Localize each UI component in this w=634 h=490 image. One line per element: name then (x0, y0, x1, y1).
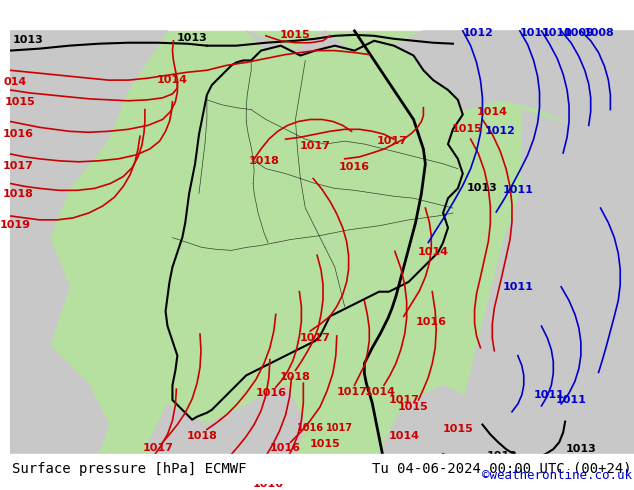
Text: 1017: 1017 (3, 161, 34, 171)
Text: 1009: 1009 (564, 28, 594, 38)
Text: 1016: 1016 (3, 129, 34, 139)
Text: 1017: 1017 (377, 136, 407, 146)
Text: 1013: 1013 (177, 33, 207, 43)
Polygon shape (10, 31, 167, 287)
Text: 1013: 1013 (487, 451, 517, 461)
Text: 1017: 1017 (327, 422, 353, 433)
Text: Surface pressure [hPa] ECMWF: Surface pressure [hPa] ECMWF (12, 462, 247, 476)
Polygon shape (148, 385, 306, 484)
Text: 1018: 1018 (249, 156, 280, 166)
Text: 1017: 1017 (300, 333, 330, 343)
Text: 1018: 1018 (186, 431, 217, 441)
Polygon shape (165, 41, 463, 419)
Text: 1016: 1016 (339, 162, 370, 172)
Text: 1015: 1015 (280, 30, 311, 40)
Text: 1013: 1013 (566, 444, 596, 454)
Text: 1015: 1015 (4, 97, 36, 107)
Text: 1015: 1015 (309, 439, 340, 449)
Text: 1011: 1011 (502, 282, 533, 292)
Polygon shape (463, 110, 634, 484)
Bar (10, 454, 634, 484)
Text: 1017: 1017 (300, 141, 330, 151)
Text: 1014: 1014 (477, 107, 508, 117)
Text: 1015: 1015 (233, 475, 264, 485)
Text: 1015: 1015 (443, 424, 473, 435)
Text: 1014: 1014 (365, 387, 396, 397)
Text: 1017: 1017 (337, 387, 368, 397)
Text: 014: 014 (3, 77, 27, 87)
Text: 1011: 1011 (520, 28, 551, 38)
Text: 1016: 1016 (270, 443, 301, 453)
Polygon shape (10, 346, 108, 484)
Text: 1014: 1014 (157, 75, 188, 85)
Text: 1018: 1018 (3, 189, 34, 199)
Text: 1011: 1011 (555, 395, 586, 405)
Text: 1008: 1008 (583, 28, 614, 38)
Text: 1017: 1017 (388, 395, 419, 405)
Polygon shape (384, 385, 482, 484)
Text: 1011: 1011 (534, 390, 565, 400)
Text: 1013: 1013 (467, 183, 498, 194)
Text: 1010: 1010 (542, 28, 573, 38)
Text: 1017: 1017 (127, 465, 158, 475)
Text: 1017: 1017 (142, 443, 173, 453)
Text: 1018: 1018 (280, 372, 311, 382)
Text: 1016: 1016 (256, 388, 287, 398)
Text: 1015: 1015 (451, 124, 482, 134)
Text: 1016: 1016 (416, 317, 447, 327)
Text: 1011: 1011 (502, 185, 533, 196)
Text: 1012: 1012 (485, 126, 515, 136)
Text: 1012: 1012 (463, 28, 494, 38)
Text: 1016: 1016 (252, 479, 283, 489)
Text: 1015: 1015 (398, 402, 429, 412)
Polygon shape (10, 238, 69, 385)
Text: 1019: 1019 (0, 220, 30, 230)
Text: 1014: 1014 (388, 431, 419, 441)
Text: 1016: 1016 (297, 422, 324, 433)
Text: Tu 04-06-2024 00:00 UTC (00+24): Tu 04-06-2024 00:00 UTC (00+24) (372, 462, 632, 476)
Polygon shape (246, 31, 634, 129)
Text: 1013: 1013 (13, 35, 43, 45)
Text: 1014: 1014 (418, 247, 449, 257)
Text: 1014: 1014 (211, 455, 242, 465)
Text: ©weatheronline.co.uk: ©weatheronline.co.uk (482, 468, 632, 482)
